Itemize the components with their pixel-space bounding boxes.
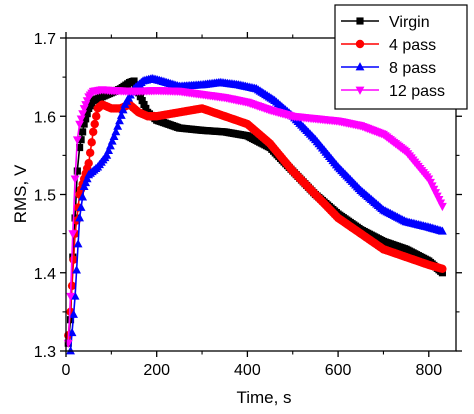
- legend-marker-8-pass: [355, 62, 365, 71]
- series-8-pass: [66, 73, 447, 355]
- data-point-12-pass-3: [70, 175, 80, 184]
- data-point-4-pass-17: [90, 119, 99, 129]
- data-point-4-pass-16: [89, 127, 98, 137]
- data-point-12-pass-4: [72, 136, 82, 145]
- data-point-8-pass-4: [72, 265, 81, 274]
- data-point-4-pass-216: [438, 264, 447, 274]
- data-point-virgin-5: [76, 143, 84, 152]
- legend: Virgin 4 pass 8 pass 12 pass: [334, 4, 468, 110]
- x-axis-title: Time, s: [236, 388, 291, 407]
- series-12-pass: [63, 86, 447, 349]
- data-point-8-pass-28: [113, 121, 123, 130]
- data-point-12-pass-5: [75, 120, 85, 129]
- data-point-8-pass-30: [116, 110, 126, 119]
- data-point-8-pass-1: [67, 327, 77, 337]
- data-point-virgin-9: [82, 115, 90, 123]
- data-point-12-pass-7: [78, 110, 88, 119]
- x-tick-label: 200: [143, 362, 170, 379]
- data-point-4-pass-15: [87, 138, 96, 147]
- data-point-8-pass-6: [75, 213, 85, 222]
- data-point-virgin-4: [73, 167, 81, 175]
- data-point-virgin-6: [77, 136, 85, 144]
- data-point-8-pass-27: [111, 127, 121, 136]
- x-tick-label: 600: [325, 362, 352, 379]
- data-point-4-pass-13: [84, 159, 93, 168]
- x-tick-label: 800: [415, 362, 442, 379]
- data-point-8-pass-29: [115, 116, 124, 125]
- x-tick-label: 0: [62, 362, 71, 379]
- data-point-8-pass-24: [106, 141, 115, 150]
- y-tick-label: 1.4: [34, 266, 56, 283]
- data-point-8-pass-26: [109, 131, 119, 140]
- y-tick-label: 1.7: [34, 31, 56, 48]
- data-point-4-pass-2: [67, 281, 77, 290]
- legend-entry-4-pass: 4 pass: [341, 37, 436, 54]
- legend-entry-8-pass: 8 pass: [341, 60, 436, 77]
- data-point-12-pass-6: [76, 115, 86, 124]
- data-point-virgin-44: [142, 104, 150, 112]
- data-point-8-pass-25: [107, 136, 117, 145]
- data-point-8-pass-7: [76, 202, 86, 211]
- data-point-virgin-8: [80, 120, 88, 128]
- y-tick-label: 1.6: [34, 109, 56, 126]
- data-point-virgin-42: [138, 97, 146, 105]
- data-point-virgin-7: [79, 128, 87, 136]
- data-point-4-pass-14: [85, 148, 95, 157]
- data-point-8-pass-8: [78, 192, 88, 201]
- data-point-8-pass-31: [118, 105, 128, 114]
- y-tick-label: 1.5: [34, 188, 56, 205]
- data-point-12-pass-214: [437, 202, 447, 212]
- legend-entry-virgin: Virgin: [341, 14, 430, 31]
- legend-label-8-pass: 8 pass: [389, 60, 436, 77]
- y-tick-label: 1.3: [34, 344, 56, 361]
- legend-label-12-pass: 12 pass: [389, 83, 445, 100]
- data-point-8-pass-211: [437, 226, 447, 235]
- data-point-8-pass-5: [73, 239, 83, 248]
- data-point-4-pass-18: [92, 112, 101, 121]
- legend-marker-12-pass: [355, 86, 365, 95]
- data-point-8-pass-3: [70, 291, 80, 300]
- data-point-8-pass-22: [102, 150, 112, 159]
- plot-area: [63, 73, 447, 355]
- legend-label-4-pass: 4 pass: [389, 37, 436, 54]
- data-point-virgin-43: [140, 100, 148, 109]
- x-tick-label: 400: [234, 362, 261, 379]
- legend-marker-virgin: [356, 17, 364, 25]
- legend-label-virgin: Virgin: [389, 14, 430, 31]
- legend-marker-4-pass: [355, 39, 365, 49]
- data-point-12-pass-2: [68, 230, 78, 239]
- data-point-virgin-10: [83, 110, 91, 118]
- data-point-virgin-37: [130, 77, 138, 85]
- data-point-8-pass-2: [69, 309, 78, 318]
- axes: 0 200 400 600 800 1.3 1.4 1.5 1.6 1.7: [34, 31, 462, 379]
- data-point-8-pass-23: [104, 145, 114, 155]
- series-4-pass: [64, 100, 447, 340]
- data-point-virgin-41: [136, 93, 144, 101]
- data-point-12-pass-1: [66, 292, 75, 302]
- legend-entry-12-pass: 12 pass: [341, 83, 445, 100]
- y-axis-title: RMS, V: [11, 164, 30, 223]
- data-point-8-pass-0: [66, 346, 75, 355]
